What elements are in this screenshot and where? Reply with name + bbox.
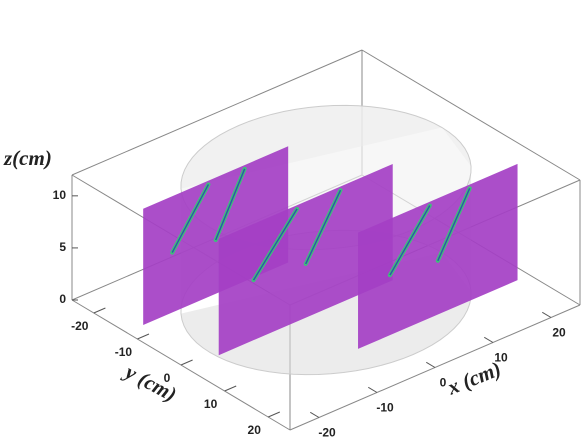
y-tick-label: 10 [204, 397, 218, 411]
y-tick [94, 308, 106, 313]
x-tick-label: -20 [318, 426, 336, 440]
x-axis-title: x (cm) [443, 356, 504, 399]
y-axis-title: y (cm) [119, 358, 181, 406]
y-tick [137, 334, 149, 339]
y-tick-label: -10 [115, 345, 133, 359]
x-tick-label: 20 [552, 326, 566, 340]
y-tick [225, 386, 237, 391]
z-axis-title: z(cm) [3, 146, 52, 170]
chart: 0510-20-1001020-20-1001020 z(cm) y (cm) … [0, 0, 584, 440]
y-tick [268, 412, 280, 417]
y-tick [181, 360, 193, 365]
x-tick [310, 412, 319, 417]
x-tick [542, 312, 551, 317]
x-tick-label: -10 [376, 401, 394, 415]
x-tick [368, 387, 377, 392]
x-tick [484, 337, 493, 342]
y-tick-label: 20 [248, 423, 262, 437]
y-tick-label: -20 [71, 319, 89, 333]
z-tick-label: 5 [59, 240, 66, 254]
z-tick-label: 10 [53, 188, 67, 202]
z-tick-label: 0 [59, 292, 66, 306]
x-tick [426, 362, 435, 367]
